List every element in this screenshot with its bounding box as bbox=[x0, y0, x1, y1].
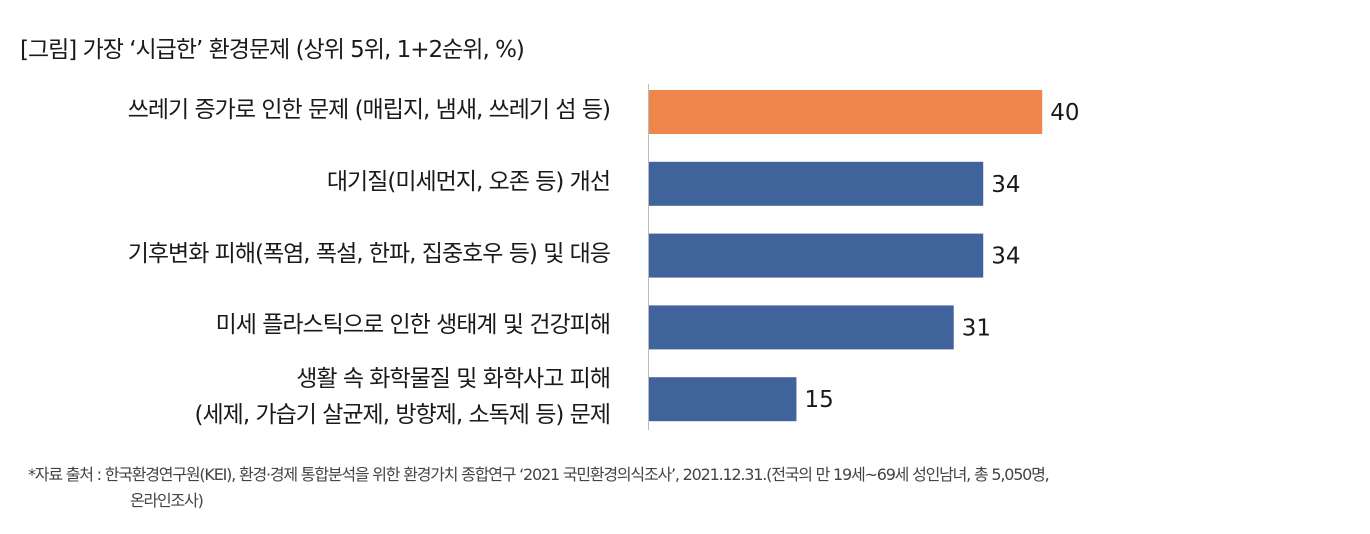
category-label-line: 생활 속 화학물질 및 화학사고 피해 bbox=[296, 366, 611, 393]
chart-title: [그림] 가장 ‘시급한’ 환경문제 (상위 5위, 1+2순위, %) bbox=[20, 37, 525, 63]
category-label: 대기질(미세먼지, 오존 등) 개선 bbox=[326, 164, 611, 200]
category-label-line: (세제, 가습기 살균제, 방향제, 소독제 등) 문제 bbox=[194, 402, 611, 429]
category-label-line: 쓰레기 증가로 인한 문제 (매립지, 냄새, 쓰레기 섬 등) bbox=[127, 97, 611, 123]
source-line-1: *자료 출처 : 한국환경연구원(KEI), 환경·경제 통합분석을 위한 환경… bbox=[28, 465, 1050, 484]
data-label: 31 bbox=[962, 315, 991, 341]
bar bbox=[649, 233, 984, 278]
bar bbox=[649, 90, 1043, 134]
source-line-2: 온라인조사) bbox=[130, 491, 204, 510]
category-label: 생활 속 화학물질 및 화학사고 피해 (세제, 가습기 살균제, 방향제, 소독… bbox=[194, 361, 611, 433]
category-label: 기후변화 피해(폭염, 폭설, 한파, 집중호우 등) 및 대응 bbox=[127, 236, 611, 272]
category-label-line: 대기질(미세먼지, 오존 등) 개선 bbox=[326, 168, 611, 195]
category-label-line: 기후변화 피해(폭염, 폭설, 한파, 집중호우 등) 및 대응 bbox=[127, 240, 611, 267]
data-label: 15 bbox=[804, 387, 833, 413]
bar bbox=[649, 377, 797, 422]
data-label: 34 bbox=[991, 244, 1020, 270]
category-label: 쓰레기 증가로 인한 문제 (매립지, 냄새, 쓰레기 섬 등) bbox=[127, 92, 611, 128]
category-label: 미세 플라스틱으로 인한 생태계 및 건강피해 bbox=[215, 307, 611, 343]
bar bbox=[649, 161, 984, 206]
data-label: 34 bbox=[991, 172, 1020, 198]
data-label: 40 bbox=[1050, 100, 1079, 126]
bar bbox=[649, 305, 954, 350]
category-label-line: 미세 플라스틱으로 인한 생태계 및 건강피해 bbox=[215, 312, 611, 339]
source-note: *자료 출처 : 한국환경연구원(KEI), 환경·경제 통합분석을 위한 환경… bbox=[28, 462, 1050, 514]
